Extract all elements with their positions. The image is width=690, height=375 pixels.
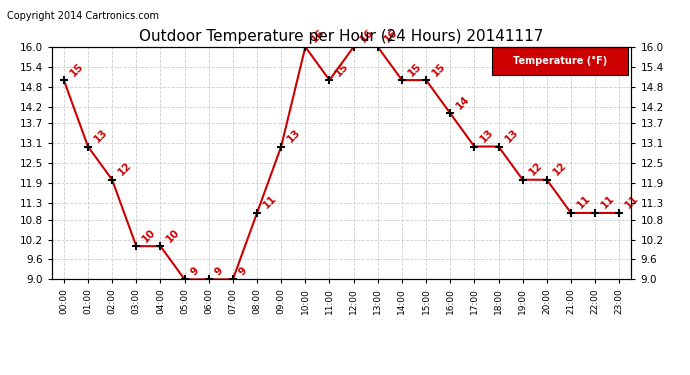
Text: 11: 11 <box>600 194 617 211</box>
Text: 15: 15 <box>431 61 448 78</box>
Text: Temperature (°F): Temperature (°F) <box>513 56 607 66</box>
FancyBboxPatch shape <box>492 47 629 75</box>
Text: 13: 13 <box>92 127 110 144</box>
Text: 10: 10 <box>165 226 182 244</box>
Text: 12: 12 <box>117 160 134 178</box>
Text: 11: 11 <box>262 194 279 211</box>
Text: 16: 16 <box>310 27 327 45</box>
Title: Outdoor Temperature per Hour (24 Hours) 20141117: Outdoor Temperature per Hour (24 Hours) … <box>139 29 544 44</box>
Text: 16: 16 <box>382 27 400 45</box>
Text: 12: 12 <box>527 160 544 178</box>
Text: 11: 11 <box>575 194 593 211</box>
Text: 13: 13 <box>286 127 303 144</box>
Text: 15: 15 <box>406 61 424 78</box>
Text: 16: 16 <box>358 27 375 45</box>
Text: 13: 13 <box>503 127 520 144</box>
Text: 15: 15 <box>334 61 351 78</box>
Text: 9: 9 <box>237 265 249 277</box>
Text: 9: 9 <box>213 265 225 277</box>
Text: 10: 10 <box>141 226 158 244</box>
Text: Copyright 2014 Cartronics.com: Copyright 2014 Cartronics.com <box>7 11 159 21</box>
Text: 11: 11 <box>624 194 641 211</box>
Text: 13: 13 <box>479 127 496 144</box>
Text: 9: 9 <box>189 265 201 277</box>
Text: 15: 15 <box>68 61 86 78</box>
Text: 14: 14 <box>455 94 472 111</box>
Text: 12: 12 <box>551 160 569 178</box>
